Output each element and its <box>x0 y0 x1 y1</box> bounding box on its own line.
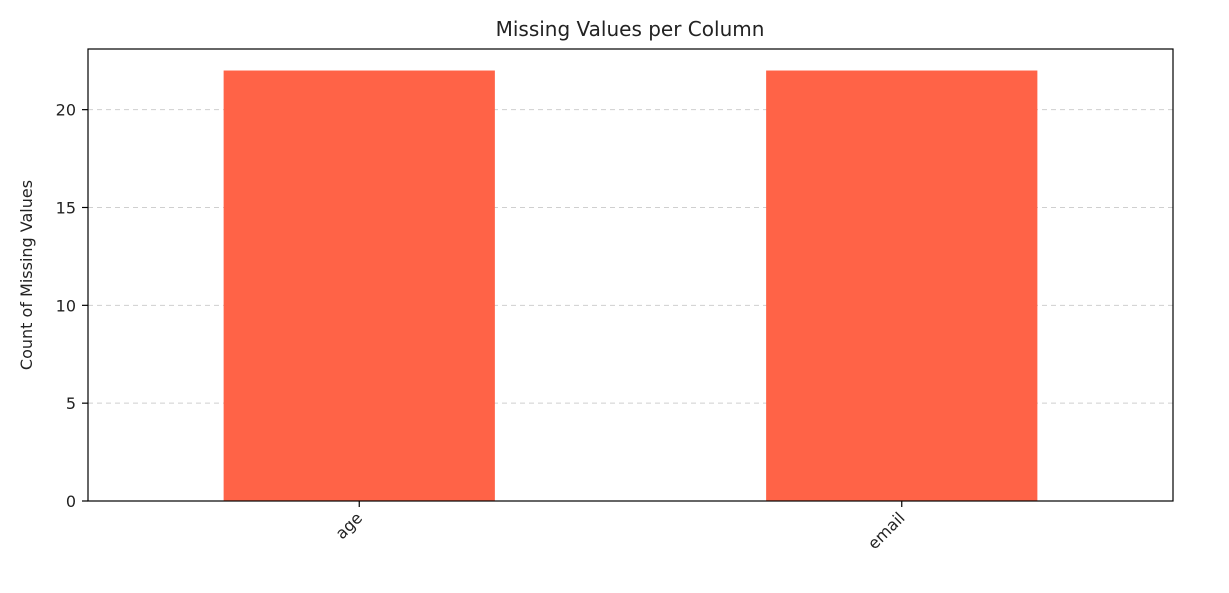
y-tick-label: 15 <box>56 198 76 217</box>
y-tick-label: 10 <box>56 296 76 315</box>
y-axis-title: Count of Missing Values <box>17 180 36 370</box>
bar-email <box>766 70 1038 502</box>
x-tick-label: email <box>864 508 909 553</box>
bar-age <box>223 70 495 502</box>
chart-title: Missing Values per Column <box>496 17 765 41</box>
plot-frame <box>87 48 1174 502</box>
y-tick-label: 5 <box>66 394 76 413</box>
y-tick-label: 20 <box>56 101 76 120</box>
x-axis: age email <box>332 501 909 553</box>
y-tick-label: 0 <box>66 492 76 511</box>
x-tick-label: age <box>332 508 367 543</box>
y-axis: 0 5 10 15 20 <box>56 101 88 511</box>
bars-layer <box>223 70 1038 502</box>
